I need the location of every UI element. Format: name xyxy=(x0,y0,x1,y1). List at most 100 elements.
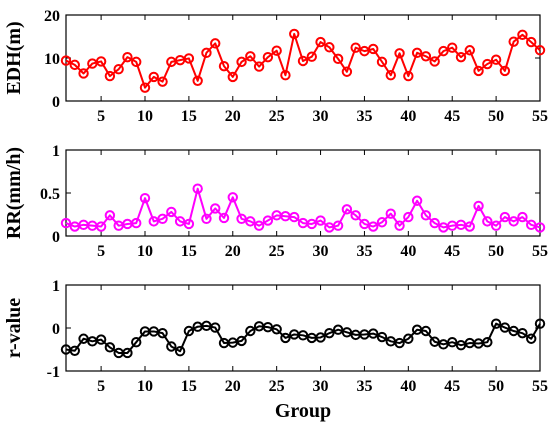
data-point xyxy=(280,70,291,81)
data-point xyxy=(534,222,546,233)
data-point xyxy=(411,47,423,59)
data-point xyxy=(174,216,186,227)
data-point xyxy=(245,51,256,62)
data-point xyxy=(113,63,124,75)
x-tick-label: 55 xyxy=(532,108,548,125)
x-tick-label: 30 xyxy=(313,378,329,395)
series-1 xyxy=(60,28,546,93)
data-point xyxy=(447,336,458,348)
data-point xyxy=(157,327,168,339)
x-tick-label: 35 xyxy=(356,378,372,395)
x-tick-label: 15 xyxy=(181,243,197,260)
data-point xyxy=(376,331,388,343)
data-point xyxy=(192,75,203,86)
data-point xyxy=(376,56,388,68)
data-point xyxy=(148,216,159,227)
data-point xyxy=(69,59,80,71)
data-point xyxy=(490,318,502,329)
x-ticks: 5 10 15 20 25 30 35 40 45 50 55 xyxy=(97,150,548,260)
data-point xyxy=(104,342,116,353)
data-point xyxy=(473,65,484,77)
x-tick-label: 5 xyxy=(97,243,105,260)
data-point xyxy=(403,70,414,82)
data-point xyxy=(368,221,379,232)
data-point xyxy=(95,221,107,232)
data-point xyxy=(271,324,282,335)
x-tick-label: 25 xyxy=(269,108,285,125)
x-tick-label: 10 xyxy=(137,378,153,395)
data-point xyxy=(332,220,344,231)
data-point xyxy=(499,65,511,77)
data-point xyxy=(218,212,230,224)
data-point xyxy=(210,38,221,49)
panel-3: 5 10 15 20 25 30 35 40 45 50 55 -1 0 1 r-value Group xyxy=(3,278,548,422)
x-tick-label: 25 xyxy=(269,243,285,260)
x-tick-label: 20 xyxy=(225,108,241,125)
data-point xyxy=(297,55,309,67)
data-point xyxy=(508,36,519,47)
data-point xyxy=(122,51,133,63)
x-tick-label: 35 xyxy=(356,243,372,260)
data-point xyxy=(499,211,511,223)
data-point xyxy=(131,217,142,229)
data-point xyxy=(341,327,353,338)
y-ticks: 0 10 20 xyxy=(44,8,540,111)
data-point xyxy=(385,70,396,81)
x-tick-label: 55 xyxy=(532,243,548,260)
y-tick-label: 0 xyxy=(52,229,60,246)
x-tick-label: 50 xyxy=(488,378,504,395)
panel-1: 5 10 15 20 25 30 35 40 45 50 55 0 10 20 EDH(m) xyxy=(3,8,548,125)
x-tick-label: 45 xyxy=(444,378,460,395)
data-point xyxy=(455,51,467,63)
data-point xyxy=(447,42,458,53)
x-tick-label: 40 xyxy=(400,243,416,260)
x-tick-label: 20 xyxy=(225,243,241,260)
data-point xyxy=(508,216,519,227)
data-point xyxy=(201,47,212,59)
data-point xyxy=(166,206,177,218)
x-tick-label: 15 xyxy=(181,108,197,125)
x-tick-label: 5 xyxy=(97,108,105,125)
data-point xyxy=(104,210,116,221)
series-line xyxy=(65,187,541,229)
y-tick-label: 0 xyxy=(52,321,60,338)
data-point xyxy=(517,211,528,223)
data-point xyxy=(218,60,230,72)
series-line xyxy=(65,32,541,89)
data-point xyxy=(517,327,528,339)
data-point xyxy=(148,71,159,83)
data-point xyxy=(429,217,440,229)
x-ticks: 5 10 15 20 25 30 35 40 45 50 55 xyxy=(97,15,548,125)
data-point xyxy=(262,215,274,226)
y-axis-label: RR(mm/h) xyxy=(3,147,25,239)
y-tick-label: 0.5 xyxy=(40,186,60,203)
x-tick-label: 30 xyxy=(313,243,329,260)
y-axis-label: EDH(m) xyxy=(3,21,25,94)
data-point xyxy=(253,220,265,231)
data-point xyxy=(315,215,326,226)
data-point xyxy=(429,336,440,347)
y-tick-label: 20 xyxy=(44,8,60,25)
data-point xyxy=(482,336,493,348)
data-point xyxy=(78,333,89,344)
x-tick-label: 20 xyxy=(225,378,241,395)
data-point xyxy=(359,218,370,230)
data-point xyxy=(394,220,405,231)
data-point xyxy=(262,51,274,63)
data-point xyxy=(139,82,151,93)
data-point xyxy=(403,211,414,223)
data-point xyxy=(341,204,353,215)
data-point xyxy=(324,42,335,53)
data-point xyxy=(280,332,291,344)
data-point xyxy=(157,213,168,225)
data-point xyxy=(368,328,379,339)
data-point xyxy=(332,324,344,335)
data-point xyxy=(534,45,546,56)
y-ticks: 00.51 xyxy=(40,143,540,246)
data-point xyxy=(420,325,432,337)
data-point xyxy=(315,36,326,48)
data-point xyxy=(368,43,379,55)
x-tick-label: 50 xyxy=(488,108,504,125)
x-tick-label: 35 xyxy=(356,108,372,125)
data-point xyxy=(332,53,344,65)
